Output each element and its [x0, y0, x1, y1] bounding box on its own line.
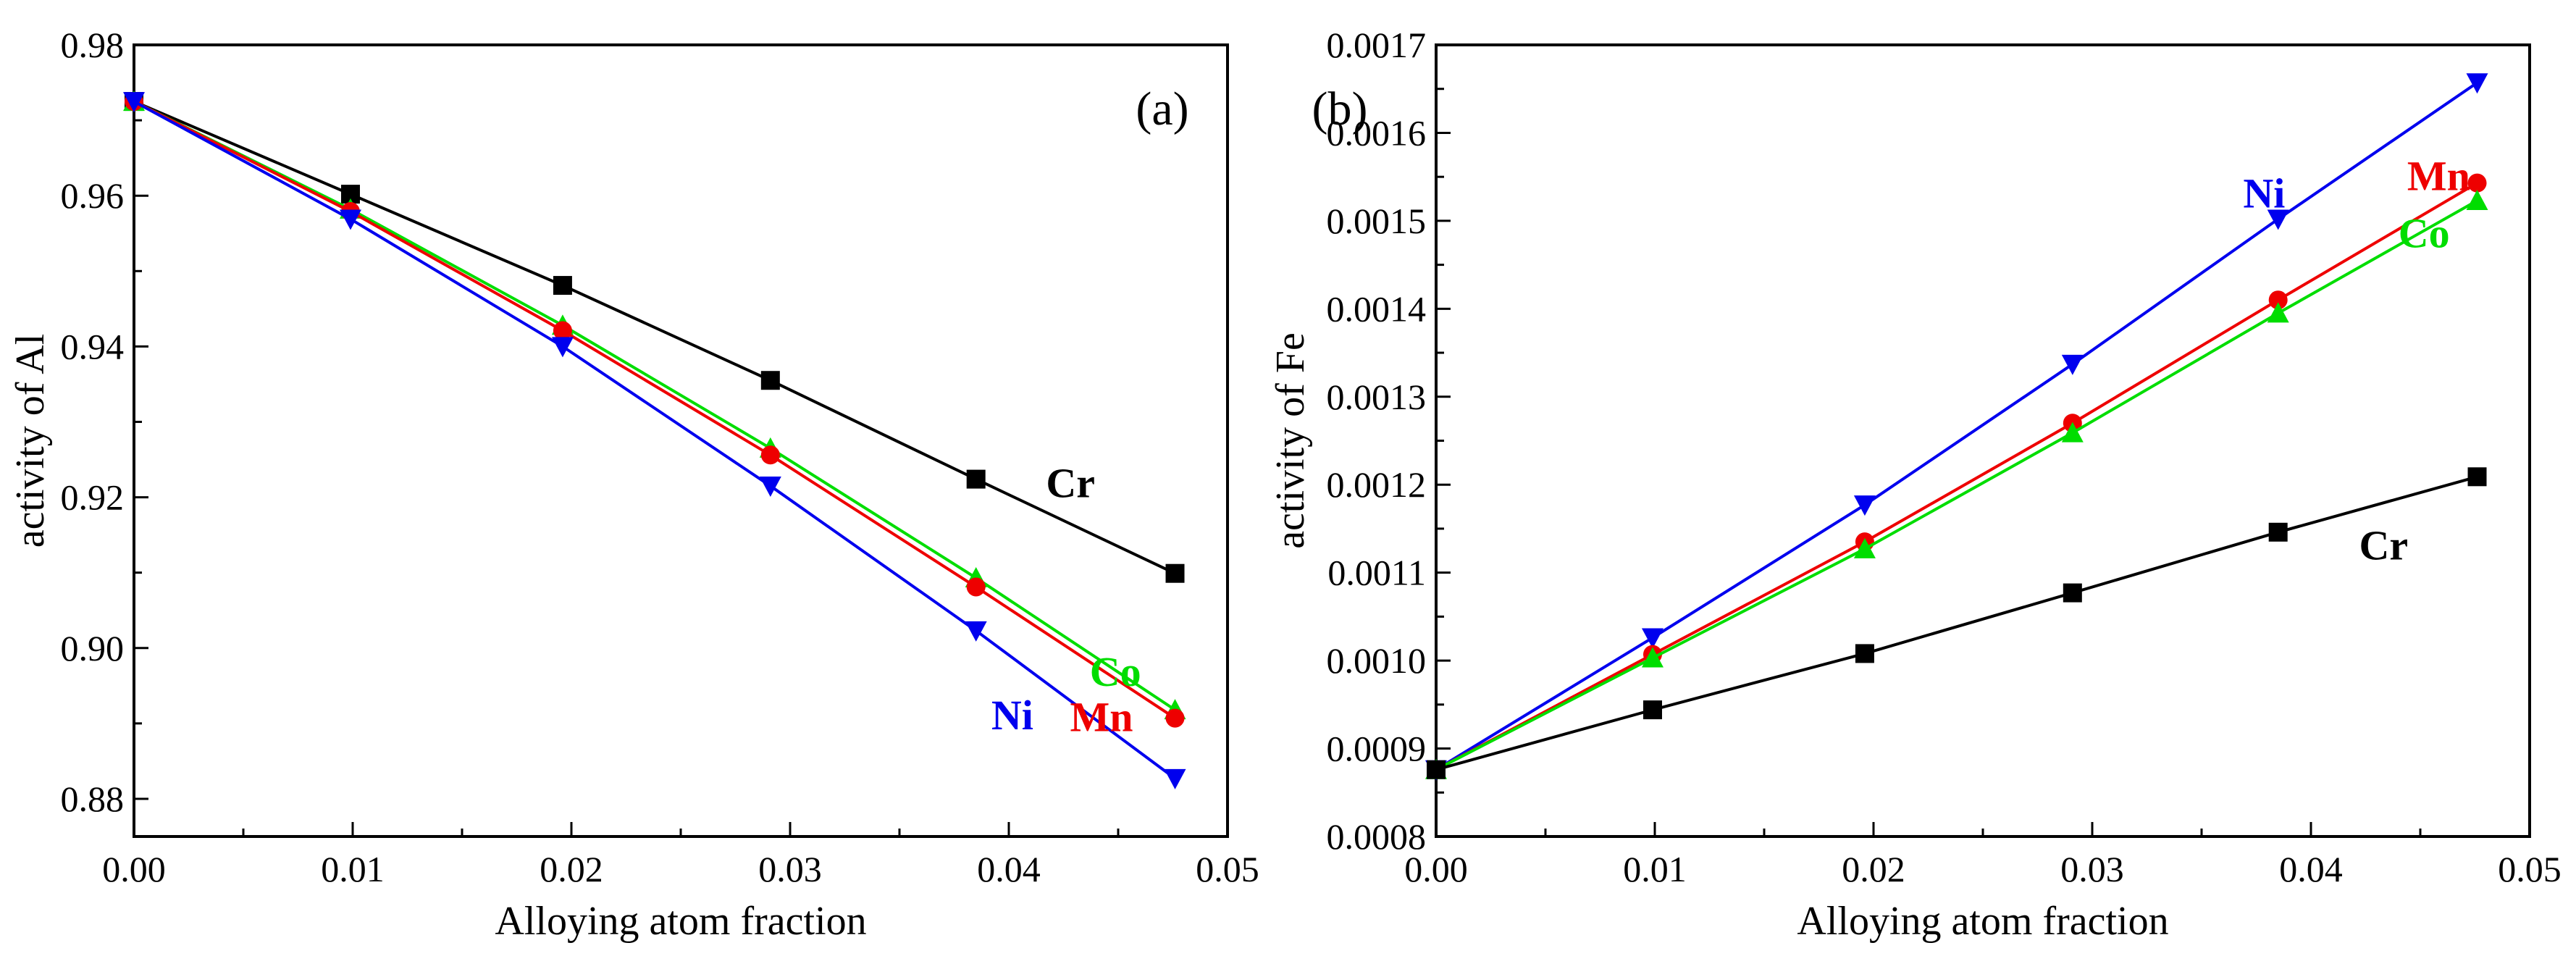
data-point-cr-b	[1855, 644, 1874, 663]
y-tick-label-a: 0.90	[61, 628, 125, 668]
y-tick-label-a: 0.98	[61, 25, 125, 65]
series-line-co-a	[133, 100, 1176, 711]
series-line-ni-b	[1435, 81, 2478, 771]
data-point-ni-a	[965, 621, 987, 642]
data-point-ni-b	[2267, 209, 2289, 230]
data-point-cr-b	[2268, 522, 2288, 542]
data-point-cr-a	[1165, 563, 1185, 583]
x-tick-label-a: 0.02	[540, 849, 603, 889]
series-label-ni-a: Ni	[991, 692, 1033, 739]
y-tick-label-a: 0.94	[61, 326, 125, 366]
data-point-mn-a	[966, 577, 986, 597]
x-tick-label-a: 0.03	[758, 849, 822, 889]
plot-frame-b	[1435, 43, 2531, 838]
data-point-mn-b	[2268, 290, 2288, 310]
x-tick-label-b: 0.02	[1842, 849, 1905, 889]
series-line-mn-a	[133, 100, 1176, 720]
x-tick-label-a: 0.04	[977, 849, 1041, 889]
data-point-ni-b	[2061, 354, 2084, 375]
x-tick-label-a: 0.00	[102, 849, 166, 889]
data-point-cr-a	[553, 276, 572, 295]
series-label-cr-b: Cr	[2359, 521, 2408, 569]
data-point-ni-a	[1164, 768, 1186, 789]
panel-b-activity-of-fe: 0.00 0.01 0.02 0.03 0.04 0.05 0.0008 0.0009 0.00…	[1268, 25, 2562, 944]
data-point-mn-a	[553, 321, 572, 340]
data-point-ni-b	[2466, 73, 2488, 94]
x-axis-title-a: Alloying atom fraction	[495, 899, 866, 944]
data-point-co-b	[1641, 647, 1664, 668]
data-point-mn-b	[2467, 173, 2487, 193]
data-point-cr-b	[1427, 760, 1446, 779]
y-tick-label-b: 0.0016	[1327, 112, 1427, 153]
series-label-co-b: Co	[2399, 209, 2450, 256]
data-point-co-b	[1853, 537, 1876, 558]
y-tick-label-b: 0.0014	[1327, 288, 1427, 329]
data-point-cr-a	[966, 469, 986, 489]
series-label-ni-b: Ni	[2243, 170, 2285, 217]
series-line-mn-b	[1435, 181, 2478, 771]
y-tick-label-a: 0.96	[61, 175, 125, 216]
data-point-ni-a	[123, 92, 145, 113]
data-point-ni-a	[339, 209, 361, 230]
series-line-cr-a	[133, 100, 1176, 575]
data-point-ni-b	[1641, 628, 1664, 649]
x-tick-label-a: 0.05	[1196, 849, 1259, 889]
data-point-co-b	[2267, 302, 2289, 323]
y-tick-label-b: 0.0009	[1327, 729, 1427, 769]
x-tick-label-b: 0.04	[2279, 849, 2343, 889]
plot-frame-a	[133, 43, 1229, 838]
series-line-co-b	[1435, 199, 2478, 771]
y-tick-label-b: 0.0013	[1327, 377, 1427, 417]
series-label-mn-a: Mn	[1070, 693, 1133, 740]
y-tick-label-b: 0.0017	[1327, 25, 1427, 65]
data-point-mn-a	[1165, 708, 1185, 728]
series-label-cr-a: Cr	[1046, 460, 1095, 507]
y-tick-label-b: 0.0008	[1327, 816, 1427, 857]
data-point-ni-a	[551, 337, 574, 358]
y-tick-label-a: 0.92	[61, 477, 125, 518]
data-point-cr-b	[2467, 467, 2487, 487]
y-tick-label-b: 0.0010	[1327, 640, 1427, 681]
x-tick-label-a: 0.01	[321, 849, 385, 889]
series-line-ni-a	[133, 100, 1176, 780]
data-point-mn-a	[760, 445, 780, 465]
y-tick-label-a: 0.88	[61, 779, 125, 819]
data-point-cr-a	[760, 371, 780, 390]
data-point-cr-b	[1642, 700, 1662, 720]
data-point-ni-b	[1853, 495, 1876, 516]
data-point-ni-a	[759, 476, 781, 497]
data-point-cr-b	[2063, 583, 2082, 603]
panel-label-a: (a)	[1136, 83, 1188, 135]
x-tick-label-b: 0.01	[1623, 849, 1687, 889]
y-axis-title-a: activity of Al	[8, 334, 53, 548]
y-axis-title-b: activity of Fe	[1268, 332, 1313, 549]
series-line-cr-b	[1435, 475, 2478, 771]
panel-label-b: (b)	[1312, 83, 1368, 135]
y-tick-label-b: 0.0011	[1327, 553, 1426, 593]
series-label-mn-b: Mn	[2407, 152, 2470, 199]
x-tick-label-b: 0.05	[2498, 849, 2562, 889]
x-tick-label-b: 0.03	[2060, 849, 2124, 889]
panel-a-activity-of-al: 0.00 0.01 0.02 0.03 0.04 0.05 0.88 0.90 0.92 0.94…	[8, 25, 1259, 944]
series-label-co-a: Co	[1090, 648, 1141, 695]
y-tick-label-b: 0.0015	[1327, 201, 1427, 241]
x-axis-title-b: Alloying atom fraction	[1797, 899, 2168, 944]
x-tick-label-b: 0.00	[1404, 849, 1468, 889]
y-tick-label-b: 0.0012	[1327, 464, 1427, 505]
data-point-co-b	[2466, 189, 2488, 210]
data-point-co-b	[2061, 422, 2084, 443]
